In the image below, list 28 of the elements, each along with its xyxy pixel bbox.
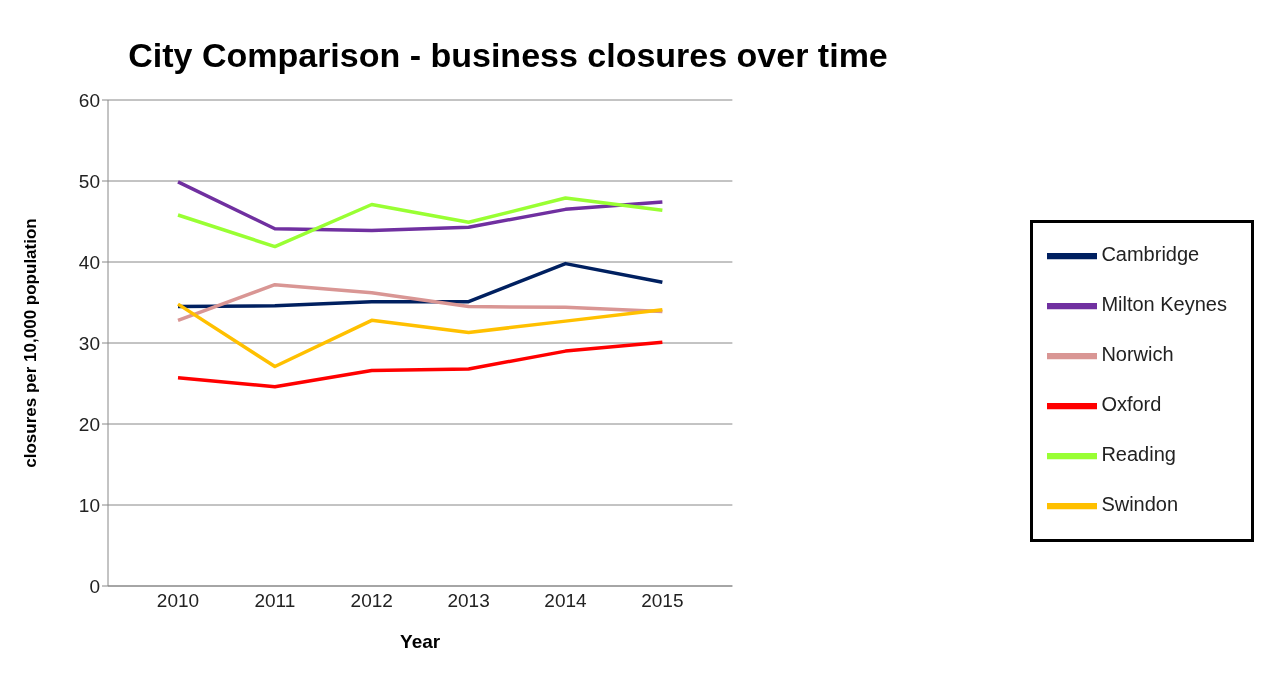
line-series — [176, 302, 665, 369]
x-tick-label: 2011 — [254, 590, 296, 612]
line-series — [176, 180, 665, 233]
y-tick-label: 50 — [78, 170, 100, 192]
legend-label: Swindon — [1101, 493, 1179, 516]
y-axis-title: closures per 10,000 population — [21, 218, 41, 468]
x-tick-label: 2012 — [350, 590, 393, 612]
line-series — [176, 261, 665, 309]
y-tick-label: 10 — [78, 494, 100, 516]
legend-label: Reading — [1101, 443, 1176, 466]
legend-label: Norwich — [1101, 343, 1174, 366]
y-tick-label: 30 — [78, 332, 100, 354]
y-tick-label: 20 — [78, 413, 100, 435]
y-tick-label: 60 — [78, 89, 100, 111]
x-tick-label: 2010 — [156, 590, 200, 612]
x-tick-label: 2013 — [447, 590, 490, 612]
line-series — [176, 196, 665, 249]
legend-label: Milton Keynes — [1101, 293, 1227, 316]
line-series — [176, 340, 665, 389]
line-series — [176, 282, 665, 323]
y-tick-label: 40 — [78, 251, 100, 273]
legend-label: Cambridge — [1101, 243, 1200, 266]
x-tick-label: 2015 — [641, 590, 684, 612]
y-tick-label: 0 — [89, 575, 100, 597]
chart-title: City Comparison - business closures over time — [127, 35, 889, 76]
legend-label: Oxford — [1101, 393, 1162, 416]
x-tick-label: 2014 — [544, 590, 588, 612]
x-axis-title: Year — [400, 631, 441, 652]
